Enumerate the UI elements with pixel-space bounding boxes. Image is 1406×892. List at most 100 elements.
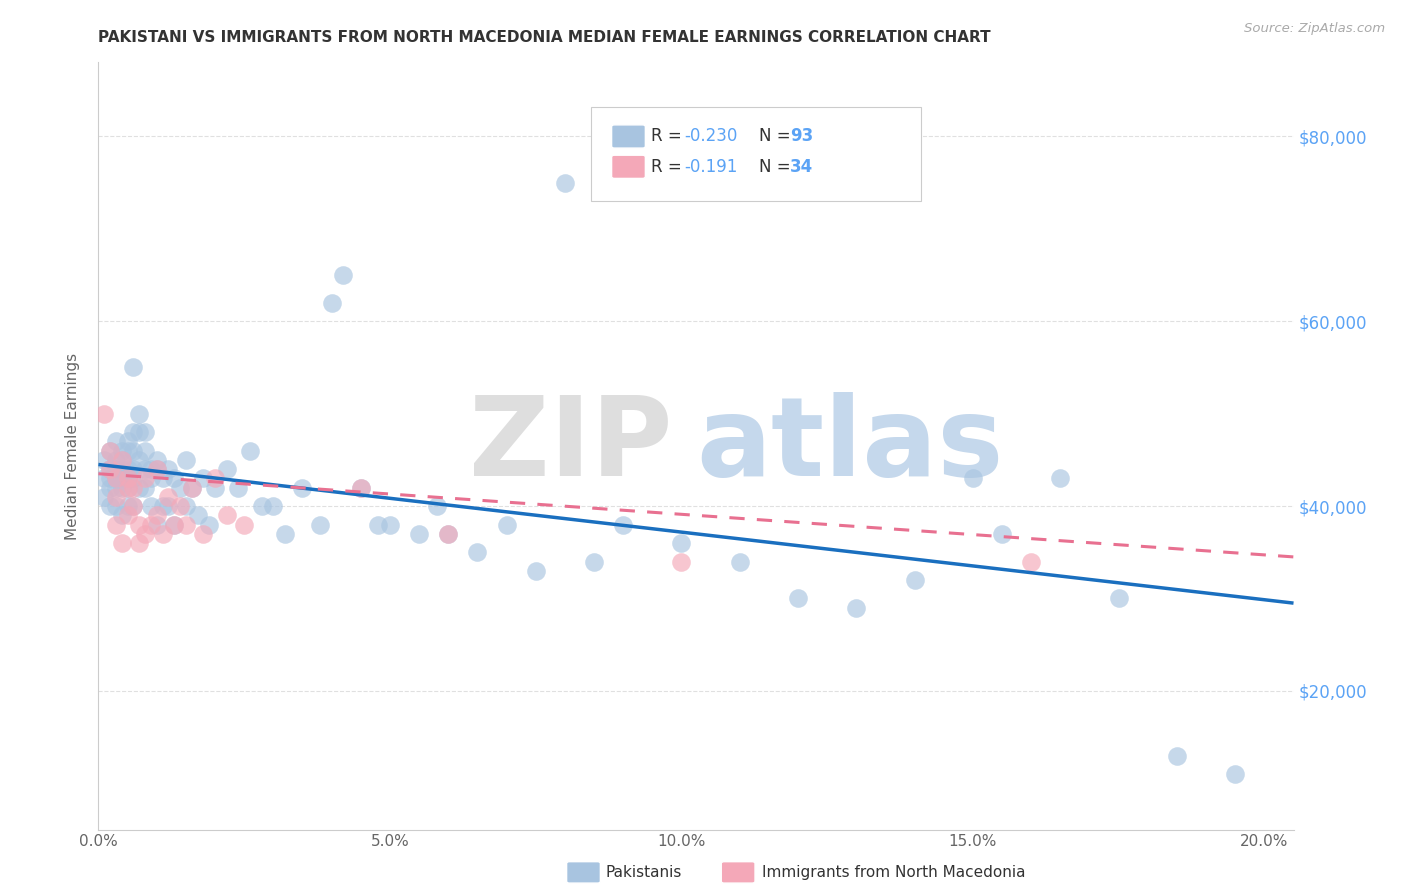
Point (122, 471, 145, 485)
Point (139, 471, 162, 485)
Point (111, 481, 134, 495)
Point (671, 536, 693, 550)
Point (117, 471, 139, 485)
Point (117, 443, 139, 458)
Text: Pakistanis: Pakistanis (606, 865, 682, 880)
Text: Immigrants from North Macedonia: Immigrants from North Macedonia (762, 865, 1025, 880)
Point (180, 481, 202, 495)
Point (128, 407, 150, 421)
Point (671, 555, 693, 569)
Point (104, 471, 127, 485)
Point (350, 481, 373, 495)
Point (117, 499, 139, 513)
Point (169, 499, 191, 513)
Point (117, 481, 139, 495)
Point (98, 481, 121, 495)
Point (174, 453, 197, 467)
Point (215, 508, 238, 523)
Point (437, 526, 460, 541)
Text: 93: 93 (790, 128, 814, 145)
Point (122, 499, 145, 513)
Point (104, 490, 127, 504)
Point (104, 471, 127, 485)
Point (128, 425, 150, 439)
Point (104, 453, 127, 467)
Point (93, 471, 115, 485)
Point (122, 499, 145, 513)
Point (1019, 555, 1042, 569)
Point (350, 481, 373, 495)
Point (169, 481, 191, 495)
Point (128, 517, 150, 532)
Point (174, 499, 197, 513)
Point (111, 462, 134, 476)
Point (93, 490, 115, 504)
Point (250, 499, 273, 513)
Point (134, 471, 156, 485)
Text: -0.191: -0.191 (685, 158, 738, 176)
Point (104, 499, 127, 513)
Point (174, 517, 197, 532)
Point (152, 499, 174, 513)
Point (122, 462, 145, 476)
Point (204, 471, 226, 485)
Point (554, 176, 576, 190)
Point (163, 517, 186, 532)
Point (186, 508, 208, 523)
Point (104, 434, 127, 449)
Point (145, 517, 167, 532)
Point (134, 462, 156, 476)
Point (117, 508, 139, 523)
Point (291, 481, 314, 495)
Text: N =: N = (759, 158, 796, 176)
Point (425, 499, 447, 513)
Text: 34: 34 (790, 158, 814, 176)
Point (193, 471, 215, 485)
Point (117, 471, 139, 485)
Point (728, 555, 751, 569)
Point (98, 462, 121, 476)
Point (787, 591, 810, 606)
Point (128, 481, 150, 495)
Point (111, 536, 134, 550)
Point (1049, 471, 1071, 485)
Point (117, 481, 139, 495)
Point (104, 517, 127, 532)
Point (145, 508, 167, 523)
Point (98, 471, 121, 485)
Point (193, 526, 215, 541)
Point (467, 545, 489, 559)
Point (139, 462, 162, 476)
Point (163, 471, 186, 485)
Point (104, 462, 127, 476)
Point (157, 490, 180, 504)
Point (134, 425, 156, 439)
Point (111, 443, 134, 458)
Point (408, 526, 430, 541)
Point (582, 555, 605, 569)
Point (122, 425, 145, 439)
Point (98, 462, 121, 476)
Point (378, 517, 401, 532)
Point (524, 564, 547, 578)
Point (145, 462, 167, 476)
Point (128, 453, 150, 467)
Point (157, 462, 180, 476)
Point (134, 481, 156, 495)
Point (122, 481, 145, 495)
Point (139, 499, 162, 513)
Point (128, 536, 150, 550)
Point (437, 526, 460, 541)
Point (1166, 748, 1188, 763)
Point (117, 462, 139, 476)
Point (228, 481, 250, 495)
Point (262, 499, 284, 513)
Point (139, 517, 162, 532)
Point (93, 407, 115, 421)
Point (180, 481, 202, 495)
Text: atlas: atlas (696, 392, 1004, 500)
Point (309, 517, 332, 532)
Point (215, 462, 238, 476)
Text: R =: R = (651, 158, 692, 176)
Text: N =: N = (759, 128, 796, 145)
